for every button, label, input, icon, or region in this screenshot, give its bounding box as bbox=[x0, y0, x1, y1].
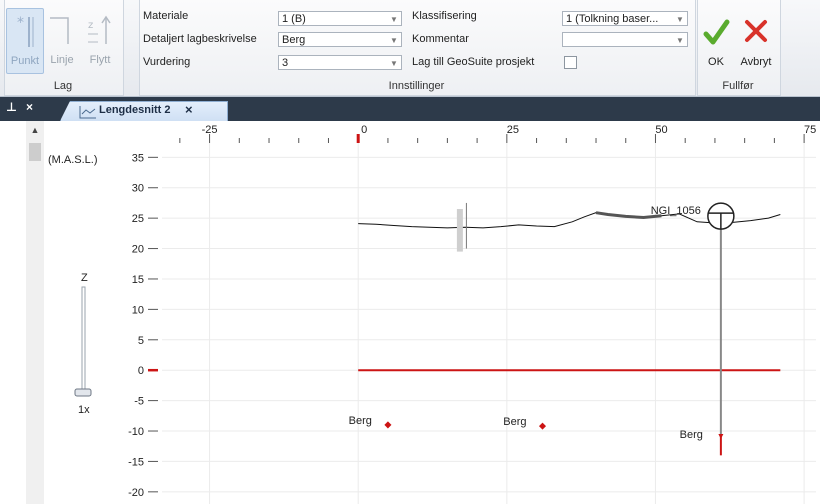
vurdering-label: Vurdering bbox=[143, 56, 191, 68]
y-unit-label: (M.A.S.L.) bbox=[48, 154, 98, 166]
chevron-down-icon: ▼ bbox=[390, 36, 398, 45]
berg-point-marker bbox=[384, 421, 392, 429]
x-tick-label: -25 bbox=[202, 124, 218, 136]
linje-tool-button[interactable]: Linje bbox=[44, 8, 80, 72]
linje-label: Linje bbox=[50, 54, 74, 66]
materiale-label: Materiale bbox=[143, 10, 189, 22]
point-icon: * bbox=[17, 15, 34, 47]
klassifisering-value: 1 (Tolkning baser... bbox=[566, 13, 659, 25]
chevron-down-icon: ▼ bbox=[676, 36, 684, 45]
y-tick-label: 0 bbox=[138, 365, 144, 377]
zoom-level-label: 1x bbox=[78, 404, 90, 416]
punkt-tool-button[interactable]: * Punkt bbox=[6, 8, 44, 74]
y-tick-label: -5 bbox=[134, 396, 144, 408]
x-tick-label: 0 bbox=[361, 124, 367, 136]
ribbon: * Punkt Linje z Flytt Lag Materiale 1 (B… bbox=[0, 0, 820, 97]
y-tick-label: 5 bbox=[138, 335, 144, 347]
tab-title: Lengdesnitt 2 bbox=[99, 104, 171, 116]
y-axis: 35 30 25 20 15 10 5 0 -5 -10 -15 -20 bbox=[128, 152, 158, 499]
klassifisering-label: Klassifisering bbox=[412, 10, 477, 22]
zoom-slider-thumb[interactable] bbox=[74, 388, 92, 397]
pin-icon[interactable]: ⊥ bbox=[6, 100, 17, 114]
cross-icon bbox=[745, 20, 767, 42]
x-tick-label: 50 bbox=[655, 124, 667, 136]
svg-text:*: * bbox=[17, 15, 24, 31]
y-tick-label: -10 bbox=[128, 426, 144, 438]
y-tick-label: 25 bbox=[132, 213, 144, 225]
y-tick-label: 20 bbox=[132, 244, 144, 256]
move-icon: z bbox=[88, 15, 111, 44]
checkmark-icon bbox=[703, 19, 730, 45]
chevron-down-icon: ▼ bbox=[676, 15, 684, 24]
borehole-end-marker bbox=[718, 434, 724, 440]
chevron-down-icon: ▼ bbox=[390, 59, 398, 68]
svg-text:z: z bbox=[88, 20, 93, 31]
punkt-label: Punkt bbox=[10, 55, 40, 67]
terrain-dense-section bbox=[595, 211, 662, 220]
x-tick-label: 25 bbox=[507, 124, 519, 136]
detaljert-value: Berg bbox=[282, 34, 306, 46]
y-tick-label: 35 bbox=[132, 152, 144, 164]
flytt-label: Flytt bbox=[89, 54, 111, 66]
geosuite-label: Lag till GeoSuite prosjekt bbox=[412, 56, 535, 68]
cancel-button[interactable]: Avbryt bbox=[734, 12, 778, 72]
plot-series: NGI_1056 Berg Berg Berg bbox=[349, 202, 781, 456]
materiale-select[interactable]: 1 (B) ▼ bbox=[278, 11, 402, 26]
pane-close-icon[interactable]: × bbox=[26, 100, 34, 114]
y-tick-label: -15 bbox=[128, 456, 144, 468]
section-marker-bar bbox=[456, 209, 463, 252]
fullfor-group-label: Fullfør bbox=[722, 80, 754, 92]
ok-label: OK bbox=[708, 56, 724, 68]
y-tick-label: 30 bbox=[132, 183, 144, 195]
berg-point-marker bbox=[538, 422, 547, 430]
vurdering-select[interactable]: 3 ▼ bbox=[278, 55, 402, 70]
plot-grid bbox=[162, 143, 816, 504]
borehole-name-label: NGI_1056 bbox=[651, 205, 701, 217]
scroll-thumb[interactable] bbox=[29, 143, 41, 161]
line-icon bbox=[50, 17, 69, 44]
zoom-slider-track[interactable] bbox=[81, 286, 86, 392]
y-tick-label: 15 bbox=[132, 274, 144, 286]
kommentar-select[interactable]: ▼ bbox=[562, 32, 688, 47]
flytt-tool-button[interactable]: z Flytt bbox=[82, 8, 118, 72]
materiale-value: 1 (B) bbox=[282, 13, 306, 25]
x-tick-label: 75 bbox=[804, 124, 816, 136]
klassifisering-select[interactable]: 1 (Tolkning baser... ▼ bbox=[562, 11, 688, 26]
y-tick-label: 10 bbox=[132, 304, 144, 316]
berg-point-label: Berg bbox=[349, 415, 372, 427]
geosuite-checkbox[interactable] bbox=[564, 56, 577, 69]
avbryt-label: Avbryt bbox=[740, 56, 772, 68]
y-tick-label: -20 bbox=[128, 487, 144, 499]
vertical-scrollbar[interactable]: ▲ bbox=[26, 121, 44, 504]
tab-close-icon[interactable]: × bbox=[185, 102, 193, 117]
ok-button[interactable]: OK bbox=[694, 12, 738, 72]
berg-point-label: Berg bbox=[680, 429, 703, 441]
vurdering-value: 3 bbox=[282, 57, 289, 69]
profile-chart-icon bbox=[79, 106, 96, 119]
chevron-down-icon: ▼ bbox=[390, 15, 398, 24]
scroll-up-icon[interactable]: ▲ bbox=[30, 125, 40, 135]
zoom-axis-label: Z bbox=[81, 272, 88, 284]
tab-lengdesnitt-2[interactable]: Lengdesnitt 2 × bbox=[60, 101, 228, 121]
berg-point-label: Berg bbox=[503, 416, 526, 428]
innstillinger-group-label: Innstillinger bbox=[388, 80, 445, 92]
ribbon-group-fullfor bbox=[697, 0, 781, 96]
kommentar-label: Kommentar bbox=[412, 33, 469, 45]
lag-group-label: Lag bbox=[53, 80, 73, 92]
x-axis: -25 0 25 50 75 bbox=[179, 124, 816, 143]
detaljert-label: Detaljert lagbeskrivelse bbox=[143, 33, 257, 45]
detaljert-select[interactable]: Berg ▼ bbox=[278, 32, 402, 47]
